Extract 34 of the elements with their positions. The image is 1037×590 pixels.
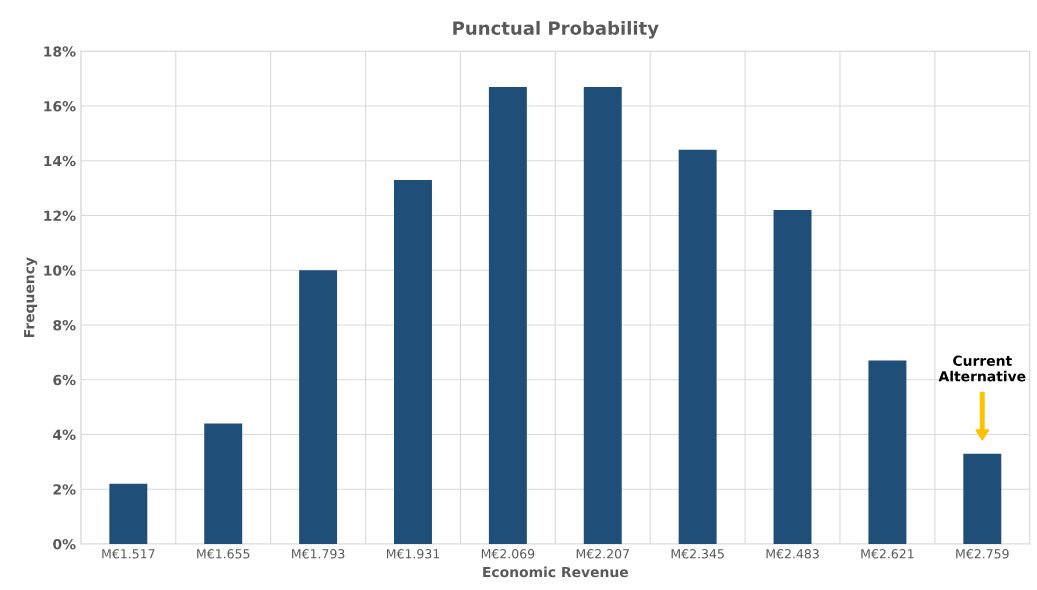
- bar: [963, 453, 1002, 544]
- x-tick-label: M€2.207: [576, 549, 629, 559]
- bar: [773, 210, 812, 544]
- bar: [583, 86, 622, 544]
- y-tick-label: 14%: [44, 155, 76, 167]
- y-tick-label: 10%: [44, 265, 76, 276]
- bar: [868, 360, 907, 544]
- x-tick-label: M€2.483: [766, 549, 819, 559]
- y-tick-label: 2%: [53, 484, 76, 495]
- bar: [109, 483, 148, 544]
- x-tick-label: M€2.345: [671, 549, 724, 559]
- bar: [299, 270, 338, 544]
- x-tick-label: M€2.759: [956, 549, 1009, 559]
- bar: [204, 423, 243, 544]
- y-tick-label: 18%: [44, 46, 76, 57]
- x-axis-title: Economic Revenue: [483, 566, 629, 578]
- chart-title: Punctual Probability: [453, 20, 659, 39]
- x-tick-label: M€1.655: [197, 549, 250, 559]
- bar: [394, 179, 432, 544]
- y-tick-label: 16%: [44, 101, 76, 112]
- x-tick-label: M€2.621: [861, 549, 914, 559]
- x-tick-label: M€1.931: [386, 549, 440, 559]
- x-tick-label: M€1.517: [102, 549, 155, 559]
- x-tick-label: M€1.793: [292, 549, 345, 559]
- y-tick-label: 8%: [53, 319, 76, 331]
- bar: [488, 86, 527, 544]
- x-tick-label: M€2.069: [481, 549, 535, 559]
- y-axis-title: Frequency: [24, 257, 38, 338]
- y-tick-label: 4%: [53, 429, 76, 440]
- annotation: Current Alternative: [938, 355, 1026, 382]
- y-tick-label: 0%: [53, 538, 76, 550]
- y-tick-label: 6%: [53, 374, 76, 386]
- bar: [678, 149, 717, 544]
- y-tick-label: 12%: [44, 210, 76, 222]
